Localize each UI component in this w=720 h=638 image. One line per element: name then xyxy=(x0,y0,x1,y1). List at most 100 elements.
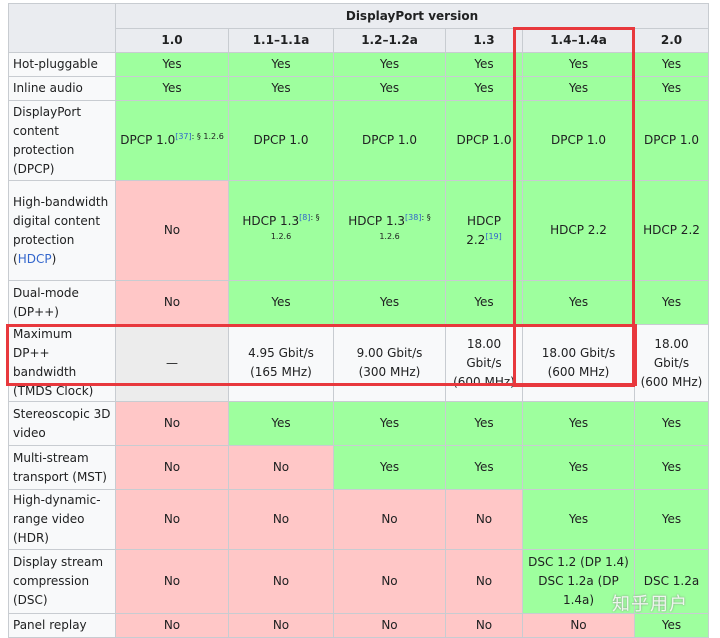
cell-yes: Yes xyxy=(522,489,635,550)
cell-value: DPCP 1.0 xyxy=(456,133,512,147)
version-header: 1.1–1.1a xyxy=(228,28,334,53)
cell-value: Yes xyxy=(568,512,589,526)
cell-no: No xyxy=(522,613,635,638)
row-label-text: Panel replay xyxy=(13,618,87,632)
cell-value-line2: (600 MHz) xyxy=(640,374,703,389)
reference-link[interactable]: [8] xyxy=(299,212,311,222)
cell-value-line2: (165 MHz) xyxy=(250,365,312,379)
cell-yes: Yes xyxy=(445,445,523,490)
cell-value: No xyxy=(163,295,181,309)
row-label-text: Hot-pluggable xyxy=(13,57,98,71)
cell-value: 18.00 Gbit/s xyxy=(541,346,616,360)
row-label: Inline audio xyxy=(8,76,116,101)
cell-plain: 9.00 Gbit/s (300 MHz) xyxy=(333,324,446,402)
cell-value: Yes xyxy=(474,416,494,430)
row-label-text: Inline audio xyxy=(13,81,83,95)
reference-link[interactable]: [37] xyxy=(175,132,192,141)
cell-value-line2: (600 MHz) xyxy=(547,365,610,379)
cell-yes: DPCP 1.0[37]: § 1.2.6 xyxy=(115,100,229,181)
cell-value: No xyxy=(475,512,493,526)
cell-yes: Yes xyxy=(522,401,635,446)
cell-no: No xyxy=(228,549,334,614)
cell-no: No xyxy=(115,280,229,325)
citation: [37]: § 1.2.6 xyxy=(175,132,224,141)
cell-yes: Yes xyxy=(333,52,446,77)
reference-link[interactable]: [19] xyxy=(485,231,502,241)
cell-value: Yes xyxy=(568,81,589,95)
cell-plain: 18.00 Gbit/s (600 MHz) xyxy=(634,324,709,402)
cell-value: DPCP 1.0 xyxy=(551,133,606,147)
citation: [8]: § 1.2.6 xyxy=(271,213,320,241)
cell-value: Yes xyxy=(568,57,589,71)
section-ref: : § 1.2.6 xyxy=(191,132,224,141)
row-label-text: High-dynamic-range video (HDR) xyxy=(13,493,101,545)
version-header: 1.0 xyxy=(115,28,229,53)
cell-yes: Yes xyxy=(228,52,334,77)
cell-value: Yes xyxy=(379,81,400,95)
cell-value: Yes xyxy=(162,81,182,95)
row-label-suffix: ) xyxy=(51,251,57,266)
cell-yes: HDCP 2.2[19] xyxy=(445,180,523,281)
hdcp-link[interactable]: HDCP xyxy=(17,251,52,266)
cell-value: Yes xyxy=(661,57,682,71)
cell-value: — xyxy=(166,355,178,370)
cell-value: No xyxy=(381,618,398,632)
cell-value: No xyxy=(163,223,181,237)
row-label: High-bandwidth digital content protectio… xyxy=(8,180,116,281)
cell-no: No xyxy=(445,613,523,638)
cell-no: No xyxy=(228,613,334,638)
cell-value: No xyxy=(475,574,493,588)
cell-yes: DSC 1.2a xyxy=(634,549,709,614)
cell-yes: Yes xyxy=(634,52,709,77)
cell-yes: Yes xyxy=(333,76,446,101)
cell-value: HDCP 1.3 xyxy=(242,213,300,228)
row-label-text: Maximum DP++ bandwidth (TMDS Clock) xyxy=(13,327,94,398)
cell-value: DPCP 1.0 xyxy=(120,133,176,147)
cell-value: Yes xyxy=(661,295,682,309)
row-label: Panel replay xyxy=(8,613,116,638)
cell-value: No xyxy=(163,574,181,588)
cell-no: No xyxy=(115,445,229,490)
cell-no: No xyxy=(333,549,446,614)
cell-yes: DPCP 1.0 xyxy=(333,100,446,181)
cell-plain: 4.95 Gbit/s (165 MHz) xyxy=(228,324,334,402)
table-row: High-dynamic-range video (HDR) No No No No Ye… xyxy=(8,489,709,550)
table-row: Dual-mode (DP++) No Yes Yes Yes Yes Yes xyxy=(8,280,709,325)
cell-value-line2: (600 MHz) xyxy=(453,374,515,389)
cell-value: Yes xyxy=(271,416,291,430)
cell-value: No xyxy=(475,618,493,632)
cell-yes: DPCP 1.0 xyxy=(228,100,334,181)
cell-yes: Yes xyxy=(522,445,635,490)
cell-value: Yes xyxy=(661,460,682,474)
cell-value: 4.95 Gbit/s xyxy=(248,346,314,360)
cell-value: No xyxy=(163,618,181,632)
cell-value: HDCP 2.2 xyxy=(466,213,501,247)
cell-value: Yes xyxy=(568,460,589,474)
cell-value: Yes xyxy=(568,295,589,309)
table-row: High-bandwidth digital content protectio… xyxy=(8,180,709,281)
cell-yes: Yes xyxy=(228,280,334,325)
cell-value: 18.00 Gbit/s xyxy=(466,336,502,370)
cell-value: Yes xyxy=(661,618,682,632)
watermark: 知乎用户 xyxy=(612,594,688,615)
cell-value: 18.00 Gbit/s xyxy=(653,336,690,370)
cell-value: No xyxy=(163,512,181,526)
table-row: Hot-pluggable Yes Yes Yes Yes Yes Yes xyxy=(8,52,709,77)
cell-value: Yes xyxy=(379,57,400,71)
group-header: DisplayPort version xyxy=(115,3,709,29)
version-header: 1.2–1.2a xyxy=(333,28,446,53)
cell-plain: 18.00 Gbit/s (600 MHz) xyxy=(522,324,635,402)
cell-value: Yes xyxy=(271,57,291,71)
cell-yes: Yes xyxy=(333,280,446,325)
row-label: Display stream compression (DSC) xyxy=(8,549,116,614)
cell-yes: Yes xyxy=(333,445,446,490)
version-header: 1.4–1.4a xyxy=(522,28,635,53)
displayport-comparison-table: DisplayPort version 1.0 1.1–1.1a 1.2–1.2a 1… xyxy=(8,3,709,638)
reference-link[interactable]: [38] xyxy=(405,212,422,222)
row-label: Hot-pluggable xyxy=(8,52,116,77)
cell-value: 9.00 Gbit/s xyxy=(356,346,423,360)
cell-no: No xyxy=(228,445,334,490)
cell-value: No xyxy=(272,618,290,632)
cell-value: No xyxy=(272,460,290,474)
cell-yes: Yes xyxy=(522,52,635,77)
